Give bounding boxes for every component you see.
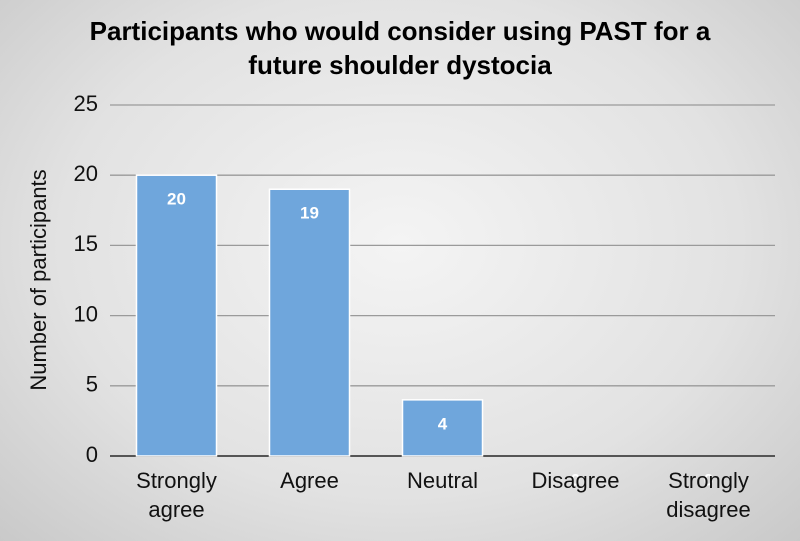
value-label: 0 — [704, 470, 713, 489]
bar — [401, 399, 484, 457]
y-tick-label: 20 — [74, 161, 98, 186]
x-tick-label: Disagree — [531, 468, 620, 493]
x-tick-label: Agree — [280, 468, 339, 493]
bar — [135, 174, 218, 457]
y-axis-label: Number of participants — [26, 169, 51, 390]
chart-title: Participants who would consider using PA… — [89, 16, 711, 80]
x-tick-label: Neutral — [407, 468, 478, 493]
y-tick-label: 5 — [86, 372, 98, 397]
y-tick-label: 25 — [74, 91, 98, 116]
value-label: 20 — [167, 190, 186, 209]
x-tick-label: Strongly agree — [136, 468, 217, 522]
y-tick-label: 10 — [74, 301, 98, 326]
value-label: 19 — [300, 204, 319, 223]
value-label: 4 — [438, 414, 448, 433]
x-tick-label: Strongly disagree — [666, 468, 751, 522]
y-tick-label: 15 — [74, 231, 98, 256]
bar — [268, 188, 351, 457]
y-tick-label: 0 — [86, 442, 98, 467]
value-label: 0 — [571, 470, 580, 489]
